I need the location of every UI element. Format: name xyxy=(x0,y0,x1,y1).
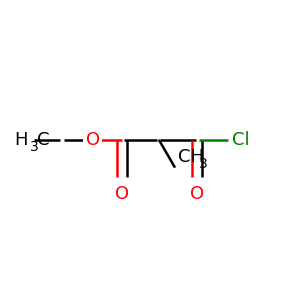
Text: O: O xyxy=(85,131,100,149)
Text: O: O xyxy=(190,185,204,203)
Text: C: C xyxy=(37,131,49,149)
Text: O: O xyxy=(115,185,129,203)
Text: 3: 3 xyxy=(199,157,207,171)
Text: Cl: Cl xyxy=(232,131,250,149)
Text: 3: 3 xyxy=(30,140,39,154)
Text: CH: CH xyxy=(178,148,204,166)
Text: H: H xyxy=(14,131,28,149)
